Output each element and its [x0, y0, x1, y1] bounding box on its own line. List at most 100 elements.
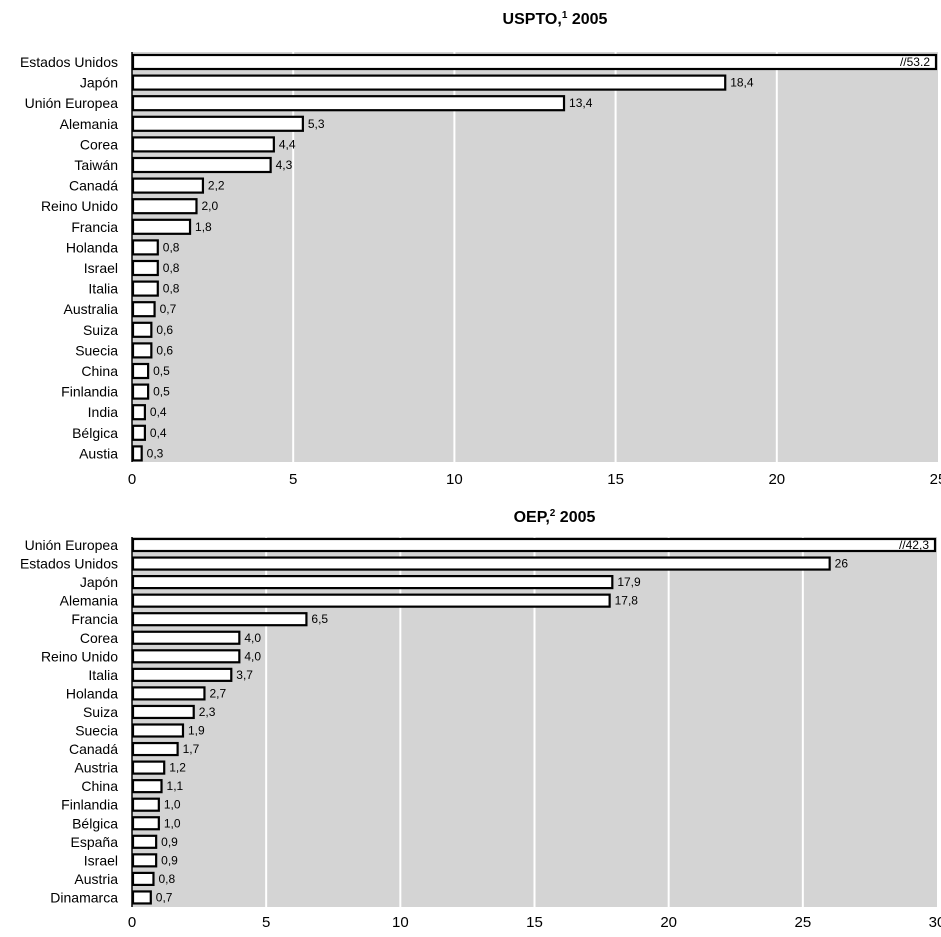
- bar: [133, 302, 155, 316]
- category-label: Estados Unidos: [20, 556, 118, 572]
- x-tick-label: 25: [930, 471, 941, 488]
- category-label: Unión Europea: [25, 537, 119, 553]
- x-tick-label: 20: [768, 471, 785, 488]
- category-label: China: [81, 778, 118, 794]
- data-label: 1,7: [183, 742, 200, 756]
- chart-title-year: 2005: [567, 11, 607, 28]
- category-label: Japón: [80, 75, 118, 91]
- category-label: Dinamarca: [50, 889, 118, 905]
- category-label: Israel: [84, 852, 118, 868]
- bar: [133, 55, 936, 69]
- x-tick-label: 5: [262, 914, 270, 931]
- chart-2: OEP,2 2005 Unión Europea //42,3 Estados Uni…: [20, 508, 941, 931]
- bar: [133, 323, 151, 337]
- data-label: 0,5: [153, 385, 170, 399]
- bar: [133, 76, 725, 90]
- x-tick-label: 25: [794, 914, 811, 931]
- bar: [133, 799, 159, 811]
- data-label: 4,4: [279, 137, 296, 151]
- category-label: Unión Europea: [25, 95, 119, 111]
- category-label: Austia: [79, 445, 118, 461]
- data-label: 1,9: [188, 724, 205, 738]
- data-label: 0,5: [153, 364, 170, 378]
- category-label: España: [71, 834, 119, 850]
- category-label: Suiza: [83, 322, 118, 338]
- data-label: 4,3: [276, 158, 293, 172]
- category-label: China: [81, 363, 118, 379]
- bar: [133, 873, 153, 885]
- data-label: 4,0: [244, 631, 261, 645]
- data-label: 1,2: [169, 761, 186, 775]
- bar: [133, 725, 183, 737]
- data-label: 0,9: [161, 853, 178, 867]
- chart-title: USPTO,1 2005: [503, 10, 608, 28]
- data-label: 3,7: [236, 668, 253, 682]
- category-label: Canadá: [69, 178, 118, 194]
- bar: [133, 650, 239, 662]
- bar: [133, 282, 158, 296]
- data-label: 0,9: [161, 835, 178, 849]
- chart-1: USPTO,1 2005Estados Unidos//53.2Japón18,…: [20, 10, 941, 488]
- chart-title: OEP,2 2005: [514, 508, 596, 526]
- category-label: Suecia: [75, 723, 118, 739]
- bar: [133, 240, 158, 254]
- chart-title-text: OEP,: [514, 509, 550, 526]
- data-label: 0,3: [147, 446, 164, 460]
- data-label: 0,7: [156, 890, 173, 904]
- data-label: 0,6: [156, 323, 173, 337]
- bar: [133, 405, 145, 419]
- x-tick-label: 10: [446, 471, 463, 488]
- bar: [133, 364, 148, 378]
- bar: [133, 632, 239, 644]
- bar: [133, 836, 156, 848]
- x-tick-label: 20: [660, 914, 677, 931]
- bar: [133, 576, 612, 588]
- bar: [133, 743, 178, 755]
- category-label: Holanda: [66, 239, 118, 255]
- plot-area: [132, 52, 938, 462]
- category-label: Finlandia: [61, 384, 118, 400]
- bar: [133, 669, 231, 681]
- category-label: Reino Unido: [41, 648, 118, 664]
- category-label: Bélgica: [72, 815, 118, 831]
- data-label: 17,8: [615, 594, 639, 608]
- x-tick-label: 0: [128, 914, 136, 931]
- category-label: Reino Unido: [41, 198, 118, 214]
- bar: [133, 137, 274, 151]
- data-label: 2,0: [201, 199, 218, 213]
- category-label: Austria: [74, 760, 118, 776]
- category-label: Corea: [80, 630, 118, 646]
- data-label: 0,8: [163, 282, 180, 296]
- data-label: 0,7: [160, 302, 177, 316]
- category-label: Austria: [74, 871, 118, 887]
- category-label: Alemania: [60, 116, 119, 132]
- bar: [133, 158, 271, 172]
- data-label: 2,3: [199, 705, 216, 719]
- bar: [133, 220, 190, 234]
- x-tick-label: 15: [607, 471, 624, 488]
- data-label: 0,4: [150, 405, 167, 419]
- bar: [133, 539, 935, 551]
- category-label: Suecia: [75, 342, 118, 358]
- bar: [133, 261, 158, 275]
- data-label: 0,6: [156, 343, 173, 357]
- chart-title-text: USPTO,: [503, 11, 562, 28]
- x-tick-label: 5: [289, 471, 297, 488]
- bar: [133, 595, 610, 607]
- x-tick-label: 10: [392, 914, 409, 931]
- data-label: //42,3: [899, 538, 929, 552]
- data-label: 2,7: [209, 686, 226, 700]
- bar: [133, 199, 196, 213]
- category-label: Suiza: [83, 704, 118, 720]
- bar: [133, 385, 148, 399]
- bar: [133, 446, 142, 460]
- category-label: Israel: [84, 260, 118, 276]
- bar: [133, 179, 203, 193]
- x-tick-label: 15: [526, 914, 543, 931]
- data-label: 1,8: [195, 220, 212, 234]
- category-label: Japón: [80, 574, 118, 590]
- bar: [133, 96, 564, 110]
- bar: [133, 780, 162, 792]
